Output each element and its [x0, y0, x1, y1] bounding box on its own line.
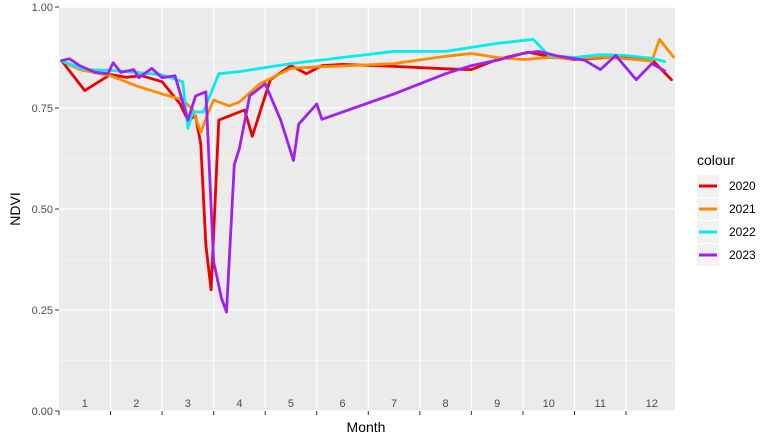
series-line-2023: [60, 50, 667, 314]
month-label: 10: [543, 398, 555, 410]
month-label: 1: [82, 398, 88, 410]
y-axis-title: NDVI: [7, 192, 23, 225]
legend-label: 2022: [729, 225, 756, 239]
month-label: 11: [595, 398, 606, 410]
month-label: 6: [339, 398, 345, 410]
month-label: 8: [443, 398, 449, 410]
month-label: 4: [236, 398, 242, 410]
series-line-2022: [60, 37, 667, 130]
month-label: 12: [646, 398, 658, 410]
y-tick-label: 0.75: [32, 103, 53, 115]
month-label: 3: [185, 398, 191, 410]
y-tick-label: 0.50: [32, 204, 53, 216]
series-layer: [60, 37, 675, 314]
month-labels: 1 2 3 4 5 6 7 8 9 10 11 12: [82, 398, 658, 410]
month-label: 9: [494, 398, 500, 410]
legend-label: 2023: [729, 248, 756, 262]
axes: 0.00 0.25 0.50 0.75 1.00: [32, 2, 627, 418]
month-label: 7: [391, 398, 397, 410]
x-axis-title: Month: [347, 419, 386, 435]
y-tick-label: 0.25: [32, 305, 53, 317]
legend-label: 2020: [729, 179, 756, 193]
legend-title: colour: [697, 152, 735, 168]
month-label: 2: [133, 398, 139, 410]
y-tick-label: 1.00: [32, 2, 53, 14]
legend-items: 2020 2021 2022 2023: [697, 175, 756, 266]
major-gridlines: [59, 6, 675, 412]
y-tick-label: 0.00: [32, 406, 53, 418]
legend-label: 2021: [729, 202, 756, 216]
month-label: 5: [288, 398, 294, 410]
legend: colour 2020 2021 2022 2023: [697, 152, 756, 266]
series-line-2021: [60, 37, 675, 134]
